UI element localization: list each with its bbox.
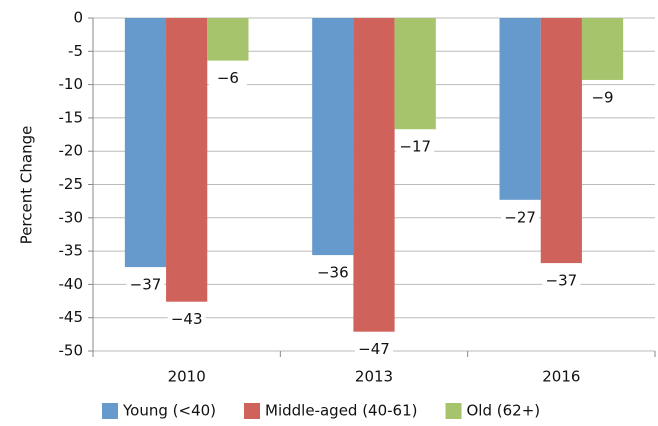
- data-label-bg: [501, 207, 540, 228]
- data-label: −37: [546, 272, 578, 290]
- y-tick-label: -50: [59, 342, 84, 360]
- legend-label: Middle-aged (40-61): [265, 402, 417, 420]
- y-tick-label: -30: [59, 208, 84, 226]
- data-label-bg: [208, 68, 247, 89]
- data-label: −43: [171, 310, 203, 328]
- data-label: −17: [399, 138, 431, 156]
- data-label-bg: [355, 339, 393, 360]
- y-tick-label: -5: [68, 42, 83, 60]
- y-tick-label: -10: [59, 75, 84, 93]
- x-tick-label: 2010: [168, 368, 206, 386]
- data-label-bg: [396, 137, 435, 158]
- data-label-bg: [313, 263, 352, 284]
- bar: [353, 18, 395, 332]
- bar: [312, 18, 354, 256]
- y-tick-label: -45: [59, 308, 84, 326]
- legend-label: Old (62+): [467, 402, 541, 420]
- data-label: −9: [591, 88, 613, 106]
- x-tick-label: 2016: [542, 368, 580, 386]
- data-label-bg: [583, 87, 622, 108]
- bar: [394, 18, 436, 130]
- data-label: −36: [317, 264, 349, 282]
- legend-swatch: [102, 403, 118, 419]
- data-label: −47: [358, 340, 390, 358]
- bar: [499, 18, 541, 200]
- data-label: −27: [504, 208, 536, 226]
- legend-swatch: [244, 403, 261, 419]
- data-label: −37: [130, 276, 162, 294]
- bar: [207, 18, 249, 61]
- y-tick-label: 0: [73, 9, 83, 27]
- data-label: −6: [217, 69, 239, 87]
- data-label-bg: [167, 309, 206, 330]
- y-tick-label: -15: [59, 108, 84, 126]
- bar: [581, 18, 624, 80]
- y-tick-label: -25: [59, 175, 84, 193]
- bar: [124, 18, 167, 268]
- y-tick-label: -20: [59, 142, 84, 160]
- bar: [540, 18, 582, 264]
- bar: [166, 18, 208, 302]
- data-label-bg: [126, 275, 165, 296]
- data-label-bg: [542, 271, 581, 292]
- y-tick-label: -35: [59, 242, 84, 260]
- y-axis-title: Percent Change: [18, 126, 36, 245]
- x-tick-label: 2013: [355, 368, 393, 386]
- legend-swatch: [445, 403, 462, 419]
- y-tick-label: -40: [59, 275, 84, 293]
- legend-label: Young (<40): [122, 402, 216, 420]
